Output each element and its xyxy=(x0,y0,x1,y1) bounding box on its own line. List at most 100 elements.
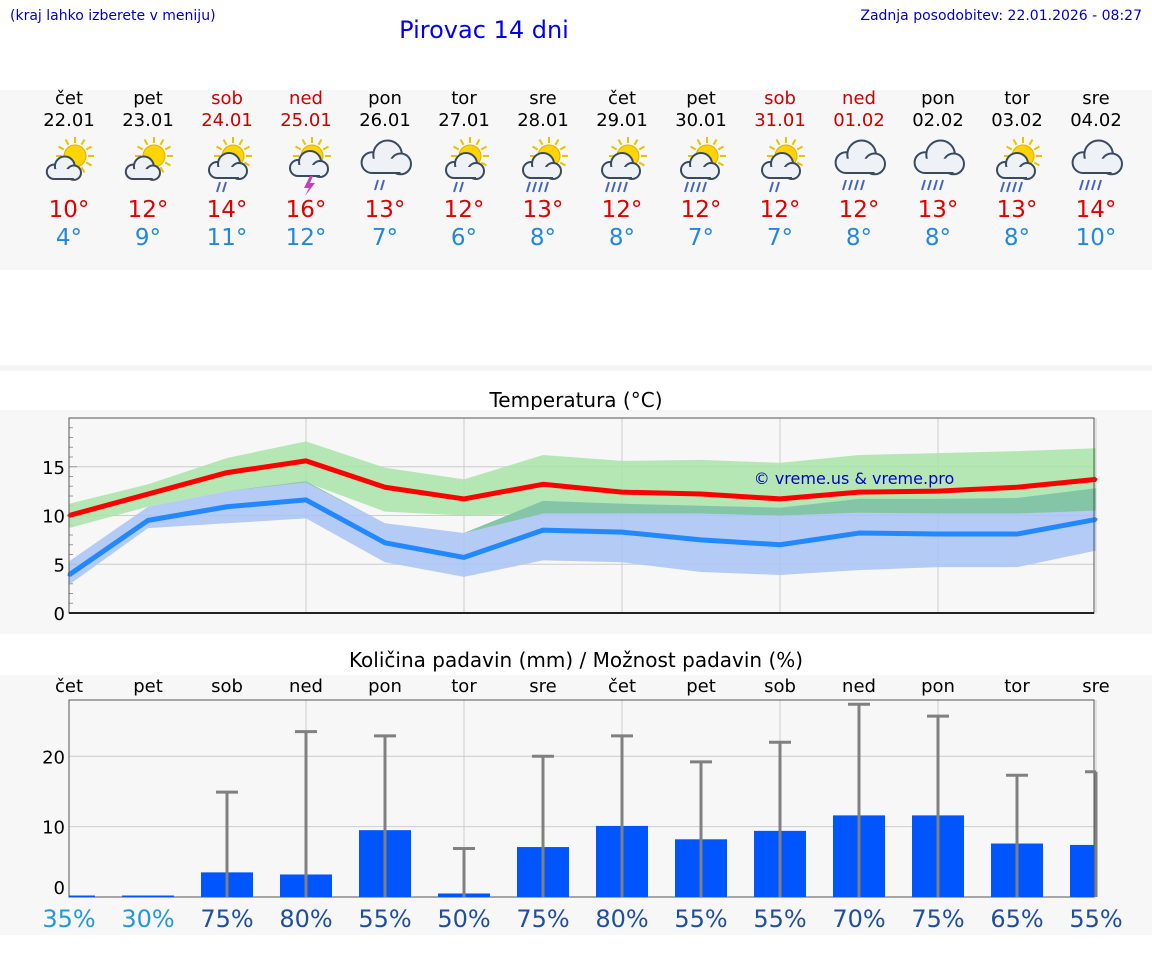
day-date: 29.01 xyxy=(596,110,648,131)
precipitation-bar xyxy=(122,895,174,897)
min-temp-line-point xyxy=(304,498,308,502)
category-label: sob xyxy=(764,676,796,697)
min-temp-line-point xyxy=(1094,517,1098,521)
cloud-heavy-rain-icon xyxy=(913,139,965,191)
category-label: čet xyxy=(608,676,636,697)
day-name: tor xyxy=(1004,88,1030,109)
max-temp-line-point xyxy=(778,497,782,501)
precipitation-probability: 50% xyxy=(437,905,490,933)
temp-min: 7° xyxy=(687,225,715,251)
category-label: sre xyxy=(1082,676,1109,697)
day-date: 28.01 xyxy=(517,110,569,131)
temp-max: 12° xyxy=(680,197,722,223)
temp-max: 14° xyxy=(206,197,248,223)
precipitation-chart: čet pet sob ned pon tor sre čet pet sob ned pon tor s… xyxy=(42,676,1123,933)
day-name: sre xyxy=(529,88,557,109)
temp-max: 12° xyxy=(759,197,801,223)
temp-max: 14° xyxy=(1075,197,1117,223)
day-column: sre 28.01 13° 8° xyxy=(503,88,583,252)
day-column: ned 01.02 12° 8° xyxy=(819,88,899,252)
watermark: © vreme.us & vreme.pro xyxy=(754,469,955,488)
day-column: tor 03.02 13° 8° xyxy=(977,88,1057,252)
temp-max: 12° xyxy=(127,197,169,223)
cloud-heavy-rain-icon xyxy=(834,139,886,191)
min-temp-line-point xyxy=(778,543,782,547)
precipitation-probability: 55% xyxy=(1069,905,1122,933)
forecast-strip xyxy=(0,90,1152,270)
y-tick-label: 0 xyxy=(54,878,65,899)
cloud-rain-icon xyxy=(360,139,412,191)
day-column: čet 29.01 12° 8° xyxy=(582,88,662,252)
day-date: 30.01 xyxy=(675,110,727,131)
precipitation-bar xyxy=(69,895,95,897)
min-temp-line xyxy=(67,497,1097,578)
day-name: tor xyxy=(451,88,477,109)
precipitation-probability: 70% xyxy=(832,905,885,933)
max-temp-line-point xyxy=(541,482,545,486)
day-column: pon 02.02 13° 8° xyxy=(898,88,978,252)
sun-cloud-heavy-rain-icon xyxy=(996,137,1042,193)
min-temp-line-point xyxy=(462,555,466,559)
day-name: čet xyxy=(54,88,84,109)
sun-cloud-rain-icon xyxy=(208,137,252,193)
min-temp-line-point xyxy=(541,528,545,532)
temp-min: 11° xyxy=(206,225,248,251)
day-date: 03.02 xyxy=(991,110,1043,131)
temp-max: 13° xyxy=(996,197,1038,223)
temperature-title: Temperatura (°C) xyxy=(489,388,663,412)
max-temp-line-point xyxy=(462,497,466,501)
category-label: pet xyxy=(133,676,163,697)
max-temp-line-point xyxy=(304,459,308,463)
temp-max: 16° xyxy=(285,197,327,223)
day-column: sob 24.01 14° 11° xyxy=(187,88,267,252)
min-temp-line-point xyxy=(857,531,861,535)
divider xyxy=(0,365,1152,371)
temp-min: 8° xyxy=(608,225,636,251)
temp-max: 12° xyxy=(601,197,643,223)
temp-max: 12° xyxy=(443,197,485,223)
precipitation-probability: 80% xyxy=(279,905,332,933)
day-name: ned xyxy=(842,88,876,109)
max-temp-line-point xyxy=(699,492,703,496)
precipitation-bar xyxy=(1070,844,1094,897)
day-name: sob xyxy=(211,88,243,109)
day-name: čet xyxy=(607,88,637,109)
temp-max: 13° xyxy=(522,197,564,223)
category-label: pon xyxy=(368,676,402,697)
min-temp-line-point xyxy=(1015,532,1019,536)
day-name: ned xyxy=(289,88,323,109)
min-temp-line-point xyxy=(936,532,940,536)
max-temp-line-point xyxy=(620,490,624,494)
temp-min: 10° xyxy=(1075,225,1117,251)
temp-min: 9° xyxy=(134,225,162,251)
temp-max: 13° xyxy=(364,197,406,223)
day-column: pet 23.01 12° 9° xyxy=(108,88,188,252)
day-date: 31.01 xyxy=(754,110,806,131)
category-label: pet xyxy=(686,676,716,697)
day-date: 24.01 xyxy=(201,110,253,131)
y-tick-label: 10 xyxy=(42,507,65,528)
precipitation-title: Količina padavin (mm) / Možnost padavin … xyxy=(348,648,804,672)
page-title: Pirovac 14 dni xyxy=(399,16,569,44)
min-temp-line-point xyxy=(620,530,624,534)
day-name: pet xyxy=(133,88,163,109)
max-temp-line-point xyxy=(225,471,229,475)
day-column: ned 25.01 16° 12° xyxy=(266,88,346,252)
y-tick-label: 10 xyxy=(42,818,65,839)
min-temp-line-point xyxy=(699,538,703,542)
sun-cloud-icon xyxy=(124,137,173,181)
category-label: čet xyxy=(55,676,83,697)
sun-cloud-rain-icon xyxy=(445,137,489,193)
category-label: sob xyxy=(211,676,243,697)
min-temp-line-point xyxy=(146,518,150,522)
max-temp-line-point xyxy=(383,485,387,489)
temp-min: 7° xyxy=(371,225,399,251)
category-label: ned xyxy=(289,676,323,697)
day-name: pet xyxy=(686,88,716,109)
y-tick-label: 5 xyxy=(54,555,65,576)
sun-cloud-rain-icon xyxy=(761,137,805,193)
category-label: sre xyxy=(529,676,556,697)
temp-min: 6° xyxy=(450,225,478,251)
temp-min: 12° xyxy=(285,225,327,251)
temp-min: 8° xyxy=(1003,225,1031,251)
